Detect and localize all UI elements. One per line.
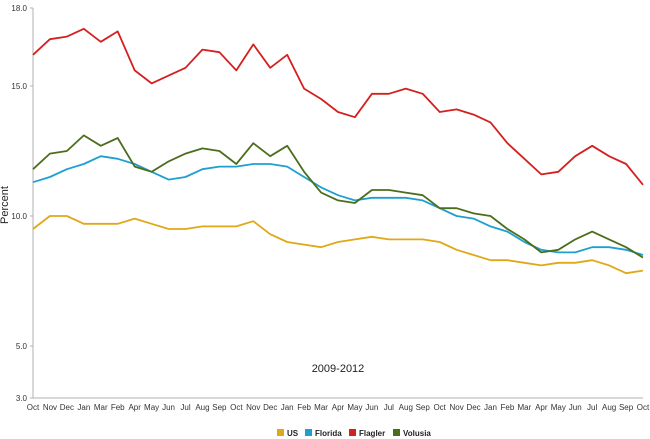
x-tick-label: Mar [517, 403, 531, 412]
chart-legend: US Florida Flagler Volusia [277, 429, 431, 438]
x-tick-label: Aug [602, 403, 616, 412]
chart-axes [32, 8, 643, 399]
x-tick-label: Nov [246, 403, 260, 412]
series-line-florida [32, 155, 644, 256]
x-tick-label: Sep [212, 403, 227, 412]
legend-swatch-flagler [349, 429, 356, 436]
x-tick-label: Sep [619, 403, 634, 412]
x-tick-label: Dec [60, 403, 74, 412]
x-tick-label: Jul [180, 403, 190, 412]
x-tick-label: Aug [195, 403, 209, 412]
x-tick-label: Jan [281, 403, 294, 412]
x-tick-label: Feb [111, 403, 125, 412]
series-line-flagler [32, 27, 644, 186]
y-tick-label: 10.0 [11, 212, 27, 221]
x-tick-label: Jan [484, 403, 497, 412]
y-tick-label: 3.0 [16, 394, 28, 403]
x-tick-label: Nov [43, 403, 57, 412]
legend-swatch-volusia [393, 429, 400, 436]
legend-label-florida: Florida [315, 429, 342, 438]
x-tick-label: Sep [416, 403, 431, 412]
y-tick-label: 18.0 [11, 4, 27, 13]
x-tick-label: May [347, 403, 362, 412]
legend-label-flagler: Flagler [359, 429, 385, 438]
y-axis-ticks: 3.0 5.0 10.0 15.0 18.0 [11, 4, 33, 403]
x-tick-label: Oct [230, 403, 243, 412]
x-tick-label: Dec [263, 403, 277, 412]
x-tick-label: Jul [587, 403, 597, 412]
x-tick-label: Oct [27, 403, 40, 412]
x-tick-label: Jul [384, 403, 394, 412]
x-axis-ticks: Oct Nov Dec Jan Mar Feb Apr May Jun Jul Aug Sep Oct N… [27, 403, 650, 412]
x-tick-label: Nov [449, 403, 463, 412]
chart-series-lines [32, 27, 644, 275]
legend-swatch-florida [305, 429, 312, 436]
x-tick-label: Mar [314, 403, 328, 412]
y-tick-label: 15.0 [11, 82, 27, 91]
legend-swatch-us [277, 429, 284, 436]
legend-label-volusia: Volusia [403, 429, 431, 438]
x-tick-label: Feb [501, 403, 515, 412]
x-tick-label: Apr [535, 403, 548, 412]
x-tick-label: Feb [297, 403, 311, 412]
x-tick-label: Oct [637, 403, 650, 412]
x-tick-label: Jun [162, 403, 175, 412]
x-tick-label: Jun [365, 403, 378, 412]
series-line-volusia [32, 134, 644, 259]
x-tick-label: May [144, 403, 159, 412]
x-tick-label: Jun [569, 403, 582, 412]
x-tick-label: Apr [128, 403, 141, 412]
y-axis-title: Percent [0, 186, 11, 224]
x-tick-label: Jan [77, 403, 90, 412]
x-tick-label: Mar [94, 403, 108, 412]
x-tick-label: Apr [332, 403, 345, 412]
legend-label-us: US [287, 429, 299, 438]
x-tick-label: Aug [399, 403, 413, 412]
series-line-us [32, 215, 644, 275]
x-tick-label: Dec [466, 403, 480, 412]
x-tick-label: Oct [433, 403, 446, 412]
y-tick-label: 5.0 [16, 342, 28, 351]
x-axis-title: 2009-2012 [312, 363, 365, 375]
x-tick-label: May [551, 403, 566, 412]
